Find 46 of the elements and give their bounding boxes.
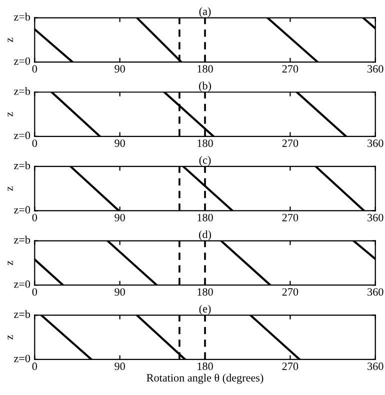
x-tick-label: 180 [198,65,213,73]
chart-title: (a) [199,7,211,18]
y-axis-title: z [8,186,13,191]
text: z=0 [14,280,30,288]
x-tick-label: 270 [282,139,298,147]
y-axis-title: z [8,112,13,116]
chart-title: (b) [199,82,212,92]
chart-title: (c) [199,156,211,166]
text: z=b [14,161,30,170]
x-tick-label: 270 [282,214,298,222]
x-axis-title: Rotation angle θ (degrees) [146,374,264,384]
x-tick-label: 180 [198,362,213,370]
text: z=0 [14,354,30,362]
x-tick-label: 360 [368,362,384,370]
text: z=0 [14,206,30,214]
x-tick-label: 180 [198,288,213,296]
x-tick-label: 270 [282,288,298,296]
y-axis-title: z [8,335,13,340]
x-tick-label: 270 [282,362,298,370]
text: z=b [14,236,30,244]
x-tick-label: 360 [368,65,384,73]
y-axis-title: z [8,38,13,42]
chart-title: (e) [199,304,211,315]
chart-title: (d) [199,230,212,240]
text: z=b [14,87,30,95]
text: z=b [14,310,30,318]
text: z=b [14,12,30,21]
text: z=0 [14,132,30,140]
x-tick-label: 90 [114,288,125,296]
x-tick-label: 360 [368,214,384,222]
x-tick-label: 0 [32,139,38,147]
x-tick-label: 90 [114,139,125,147]
x-tick-label: 0 [32,362,38,370]
y-axis-title: z [8,260,13,266]
x-tick-label: 0 [32,214,38,222]
x-tick-label: 0 [32,65,38,73]
x-tick-label: 270 [282,65,298,73]
text: z=0 [14,57,30,65]
x-tick-label: 180 [198,214,213,222]
x-tick-label: 180 [198,139,213,147]
x-tick-label: 90 [114,65,125,73]
x-tick-label: 0 [32,288,38,296]
x-tick-label: 90 [114,214,125,222]
x-tick-label: 360 [368,139,384,147]
x-tick-label: 360 [368,288,384,296]
x-tick-label: 90 [114,362,125,370]
